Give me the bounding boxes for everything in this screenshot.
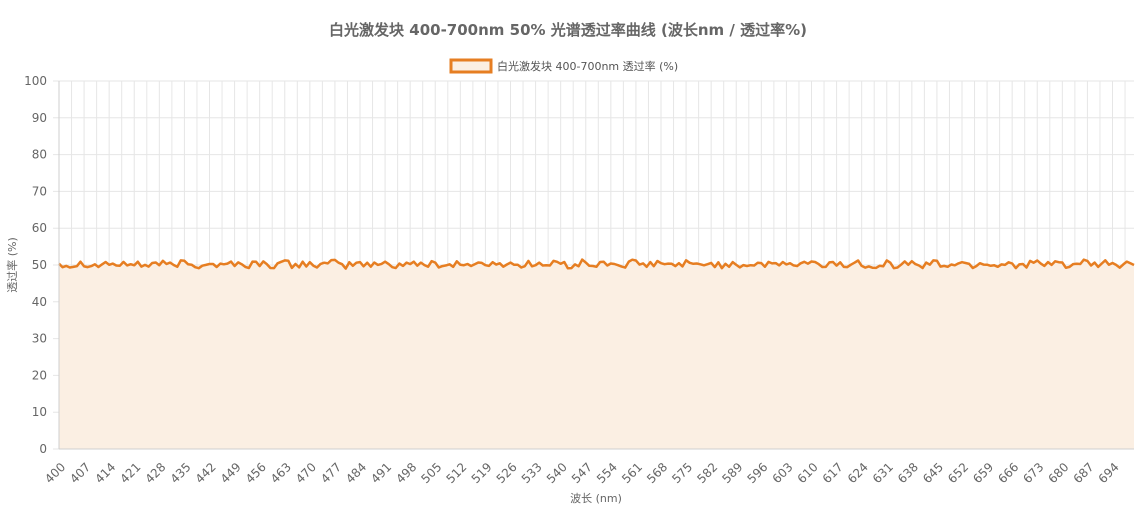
- x-tick-label: 449: [218, 460, 244, 486]
- x-tick-label: 589: [719, 460, 745, 486]
- y-tick-label: 0: [39, 442, 47, 456]
- x-tick-label: 540: [544, 460, 570, 486]
- x-tick-label: 561: [619, 460, 645, 486]
- x-tick-label: 645: [920, 460, 946, 486]
- x-tick-label: 547: [569, 460, 595, 486]
- series-area: [59, 259, 1134, 449]
- x-tick-label: 519: [469, 460, 495, 486]
- x-tick-label: 610: [795, 460, 821, 486]
- x-tick-label: 554: [594, 460, 620, 486]
- x-tick-label: 428: [142, 460, 168, 486]
- x-tick-label: 673: [1020, 460, 1046, 486]
- x-tick-label: 421: [117, 460, 143, 486]
- series-line: [58, 258, 1135, 270]
- x-tick-label: 526: [494, 460, 520, 486]
- x-tick-label: 407: [67, 460, 93, 486]
- x-tick-label: 414: [92, 460, 118, 486]
- x-tick-label: 491: [368, 460, 394, 486]
- y-axis-ticks: 0 10 20 30 40 50 60 70 80 90 100: [24, 74, 47, 456]
- y-tick-label: 70: [32, 184, 47, 198]
- legend-label[interactable]: 白光激发块 400-700nm 透过率 (%): [497, 59, 678, 73]
- x-tick-label: 582: [694, 460, 720, 486]
- x-tick-label: 624: [845, 460, 871, 486]
- x-tick-label: 666: [995, 460, 1021, 486]
- legend[interactable]: 白光激发块 400-700nm 透过率 (%): [449, 58, 678, 74]
- x-tick-label: 596: [744, 460, 770, 486]
- y-tick-label: 90: [32, 111, 47, 125]
- x-tick-label: 400: [42, 460, 68, 486]
- x-tick-label: 456: [243, 460, 269, 486]
- y-axis-title: 透过率 (%): [5, 237, 19, 293]
- x-tick-label: 659: [970, 460, 996, 486]
- y-tick-label: 60: [32, 221, 47, 235]
- x-tick-label: 470: [293, 460, 319, 486]
- y-tick-label: 50: [32, 258, 47, 272]
- x-tick-label: 631: [870, 460, 896, 486]
- x-tick-label: 463: [268, 460, 294, 486]
- y-tick-label: 100: [24, 74, 47, 88]
- legend-swatch[interactable]: [449, 58, 493, 74]
- x-tick-label: 568: [644, 460, 670, 486]
- chart-title: 白光激发块 400-700nm 50% 光谱透过率曲线 (波长nm / 透过率%…: [329, 21, 807, 39]
- x-tick-label: 477: [318, 460, 344, 486]
- y-tick-label: 20: [32, 368, 47, 382]
- x-axis-title: 波长 (nm): [570, 492, 622, 505]
- x-tick-label: 575: [669, 460, 695, 486]
- x-tick-label: 652: [945, 460, 971, 486]
- y-tick-label: 80: [32, 148, 47, 162]
- x-tick-label: 638: [895, 460, 921, 486]
- x-axis-ticks: 4004074144214284354424494564634704774844…: [42, 460, 1122, 486]
- x-tick-label: 533: [519, 460, 545, 486]
- plot-area: [58, 81, 1135, 450]
- x-tick-label: 512: [443, 460, 469, 486]
- x-tick-label: 484: [343, 460, 369, 486]
- y-tick-label: 10: [32, 405, 47, 419]
- x-tick-label: 435: [168, 460, 194, 486]
- x-tick-label: 694: [1096, 460, 1122, 486]
- x-tick-label: 603: [770, 460, 796, 486]
- y-tick-label: 40: [32, 295, 47, 309]
- x-tick-label: 498: [393, 460, 419, 486]
- y-tick-label: 30: [32, 332, 47, 346]
- x-tick-label: 442: [193, 460, 219, 486]
- x-tick-label: 680: [1045, 460, 1071, 486]
- x-tick-label: 617: [820, 460, 846, 486]
- x-tick-label: 687: [1071, 460, 1097, 486]
- x-tick-label: 505: [418, 460, 444, 486]
